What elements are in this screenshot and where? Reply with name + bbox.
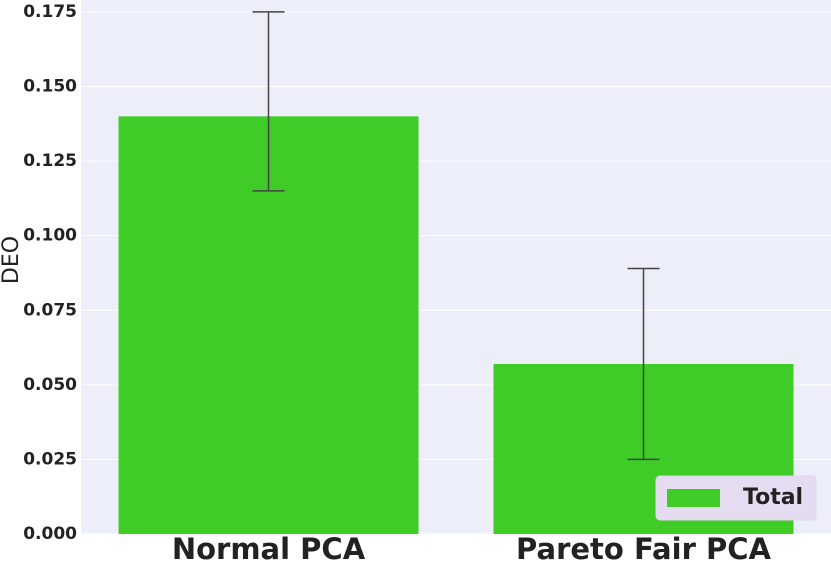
legend-swatch <box>667 489 720 507</box>
x-tick-label: Pareto Fair PCA <box>516 532 771 563</box>
legend-label: Total <box>743 485 803 510</box>
y-tick-label: 0.025 <box>23 449 77 469</box>
y-tick-label: 0.175 <box>23 2 77 22</box>
y-tick-label: 0.000 <box>23 524 77 544</box>
y-tick-label: 0.125 <box>23 151 77 171</box>
x-tick-label: Normal PCA <box>172 532 366 563</box>
y-tick-label: 0.075 <box>23 300 77 320</box>
y-tick-label: 0.100 <box>23 226 77 246</box>
y-axis-label: DEO <box>0 236 24 284</box>
y-tick-label: 0.050 <box>23 375 77 395</box>
y-tick-label: 0.150 <box>23 77 77 97</box>
legend-box <box>655 475 817 521</box>
